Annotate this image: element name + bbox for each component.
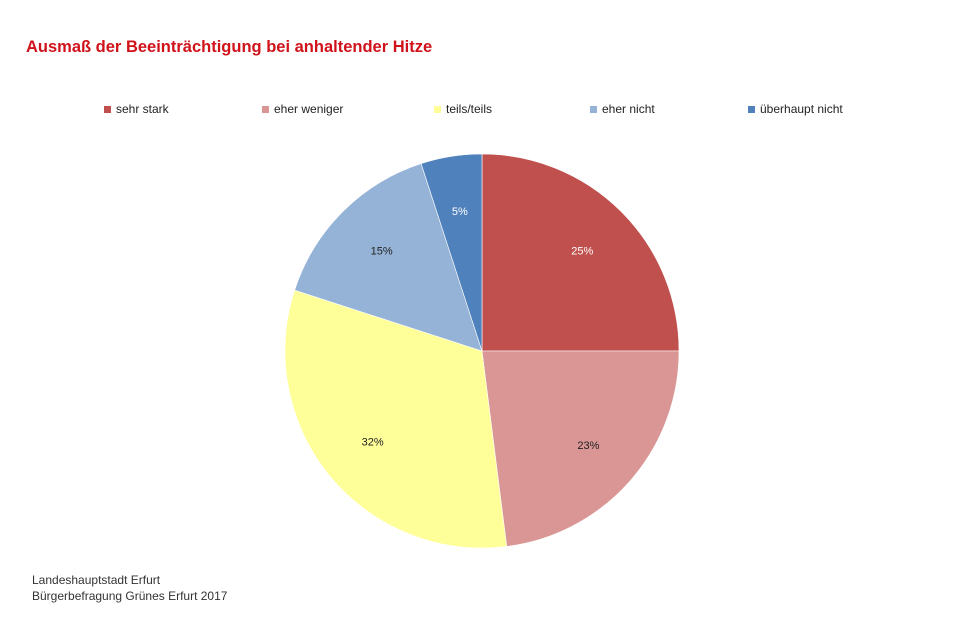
legend-item-ueberhaupt-nicht: überhaupt nicht bbox=[748, 102, 843, 116]
pie-slice-eher-nicht bbox=[294, 163, 483, 352]
chart-title: Ausmaß der Beeinträchtigung bei anhalten… bbox=[26, 38, 433, 56]
pie-slice-ueberhaupt-nicht bbox=[420, 153, 483, 352]
pie-slice-teils-teils bbox=[284, 289, 508, 549]
pie-slice-sehr-stark bbox=[481, 153, 680, 352]
data-label-eher-nicht: 15% bbox=[371, 246, 393, 258]
legend-label: sehr stark bbox=[116, 102, 169, 116]
legend-swatch bbox=[590, 105, 597, 113]
legend-label: teils/teils bbox=[446, 102, 493, 116]
chart-legend: sehr stark eher weniger teils/teils eher… bbox=[0, 102, 960, 118]
legend-label: eher nicht bbox=[602, 102, 655, 116]
legend-item-eher-weniger: eher weniger bbox=[262, 102, 343, 116]
data-label-sehr-stark: 25% bbox=[571, 246, 593, 258]
source-line-1: Landeshauptstadt Erfurt bbox=[32, 573, 161, 587]
legend-swatch bbox=[104, 105, 111, 113]
legend-label: überhaupt nicht bbox=[760, 102, 843, 116]
source-line-2: Bürgerbefragung Grünes Erfurt 2017 bbox=[32, 589, 228, 603]
data-label-eher-weniger: 23% bbox=[577, 440, 599, 452]
pie-slice-eher-weniger bbox=[481, 350, 680, 547]
legend-item-sehr-stark: sehr stark bbox=[104, 102, 169, 116]
legend-item-teils-teils: teils/teils bbox=[434, 102, 492, 116]
source-note: Landeshauptstadt Erfurt Bürgerbefragung … bbox=[32, 572, 227, 604]
legend-swatch bbox=[748, 105, 755, 113]
legend-item-eher-nicht: eher nicht bbox=[590, 102, 655, 116]
legend-swatch bbox=[434, 105, 441, 113]
legend-swatch bbox=[262, 105, 269, 113]
data-label-teils-teils: 32% bbox=[362, 436, 384, 448]
legend-label: eher weniger bbox=[274, 102, 344, 116]
data-label-ueberhaupt-nicht: 5% bbox=[452, 206, 468, 218]
